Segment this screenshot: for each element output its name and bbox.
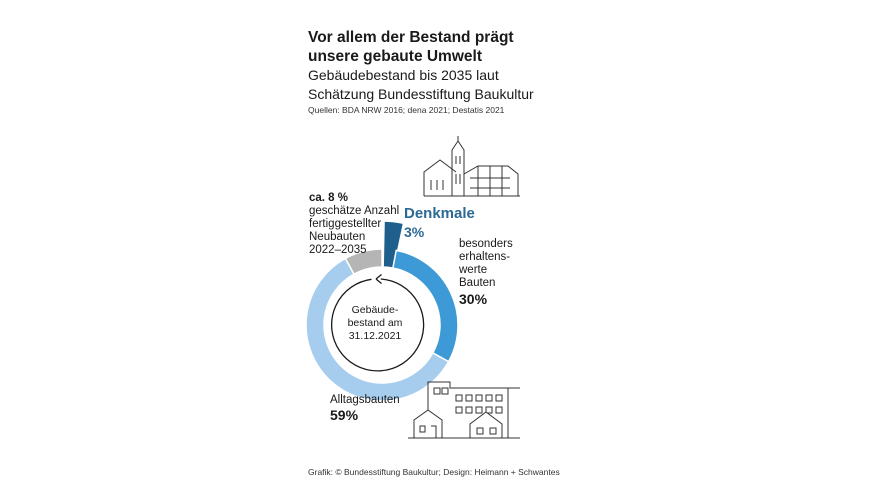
center-line-3: 31.12.2021 — [348, 330, 402, 342]
neubauten-line-1: geschätze Anzahl — [309, 205, 400, 217]
center-line-1: Gebäude- — [351, 304, 399, 316]
besonders-line-3: werte — [459, 264, 488, 276]
denkmale-value: 3% — [404, 224, 425, 240]
house-icon — [408, 409, 520, 439]
besonders-line-1: besonders — [459, 238, 513, 250]
label-neubauten: ca. 8 % geschätze Anzahl fertiggestellte… — [309, 192, 404, 257]
label-alltagsbauten: Alltagsbauten 59% — [330, 394, 420, 422]
besonders-line-4: Bauten — [459, 277, 496, 289]
center-label: Gebäude- bestand am 31.12.2021 — [340, 304, 410, 343]
donut-slice-alltagsbauten — [305, 257, 450, 402]
alltags-name: Alltagsbauten — [330, 394, 400, 406]
neubauten-line-3: Neubauten — [309, 231, 366, 243]
neubauten-value: ca. 8 % — [309, 192, 348, 204]
apartment-block-icon — [427, 381, 520, 438]
church-building-icon — [423, 136, 520, 197]
besonders-line-2: erhaltens- — [459, 251, 511, 263]
donut-slices — [305, 220, 459, 402]
inner-ring-arc — [330, 278, 425, 372]
alltags-value: 59% — [330, 407, 359, 423]
besonders-value: 30% — [459, 291, 488, 307]
label-besonders-erhaltenswert: besonders erhaltens- werte Bauten 30% — [459, 238, 539, 306]
neubauten-line-4: 2022–2035 — [309, 244, 367, 256]
footer-credit: Grafik: © Bundesstiftung Baukultur; Desi… — [308, 467, 560, 477]
sources-note: Quellen: BDA NRW 2016; dena 2021; Destat… — [308, 105, 505, 115]
donut-slice-neubauten-2022-2035 — [344, 248, 383, 276]
neubauten-line-2: fertiggestellter — [309, 218, 382, 230]
inner-ring — [330, 273, 425, 372]
label-denkmale: Denkmale — [404, 205, 475, 222]
inner-ring-arrowhead — [375, 273, 382, 285]
chart-subtitle: Gebäudebestand bis 2035 laut Schätzung B… — [308, 67, 534, 102]
center-line-2: bestand am — [347, 317, 403, 329]
chart-title: Vor allem der Bestand prägt unsere gebau… — [308, 29, 514, 65]
